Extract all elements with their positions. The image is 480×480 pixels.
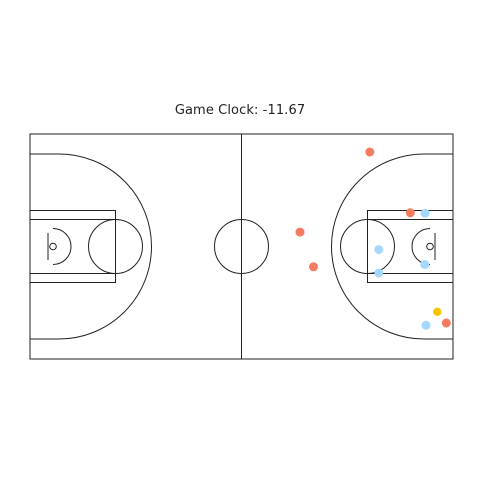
team-a-marker-5 bbox=[441, 318, 451, 328]
team-b-marker-4 bbox=[374, 268, 384, 278]
team-a-marker-3 bbox=[295, 227, 305, 237]
team-b-marker-1 bbox=[420, 208, 430, 218]
team-a-marker-1 bbox=[365, 147, 375, 157]
right-hoop bbox=[426, 242, 434, 251]
right-restricted-area bbox=[411, 228, 431, 265]
right-paint-inner bbox=[367, 219, 454, 274]
court-lines bbox=[29, 133, 454, 360]
chart-title: Game Clock: -11.67 bbox=[174, 103, 306, 118]
left-free-throw-circle bbox=[88, 219, 143, 274]
team-b-marker-3 bbox=[420, 260, 430, 269]
team-a-marker-2 bbox=[405, 208, 415, 218]
left-three-point-line bbox=[30, 153, 152, 340]
left-restricted-area bbox=[52, 228, 72, 265]
team-a-marker-4 bbox=[309, 262, 318, 272]
left-hoop bbox=[49, 242, 57, 251]
left-paint-inner bbox=[29, 219, 116, 274]
team-b-marker-5 bbox=[421, 320, 431, 330]
center-circle bbox=[214, 219, 269, 274]
ball-marker-1 bbox=[433, 307, 442, 316]
player-markers bbox=[295, 147, 451, 330]
right-three-point-line bbox=[331, 153, 453, 340]
right-free-throw-circle bbox=[340, 219, 395, 274]
team-b-marker-2 bbox=[374, 245, 384, 255]
left-paint-outer bbox=[29, 210, 116, 283]
